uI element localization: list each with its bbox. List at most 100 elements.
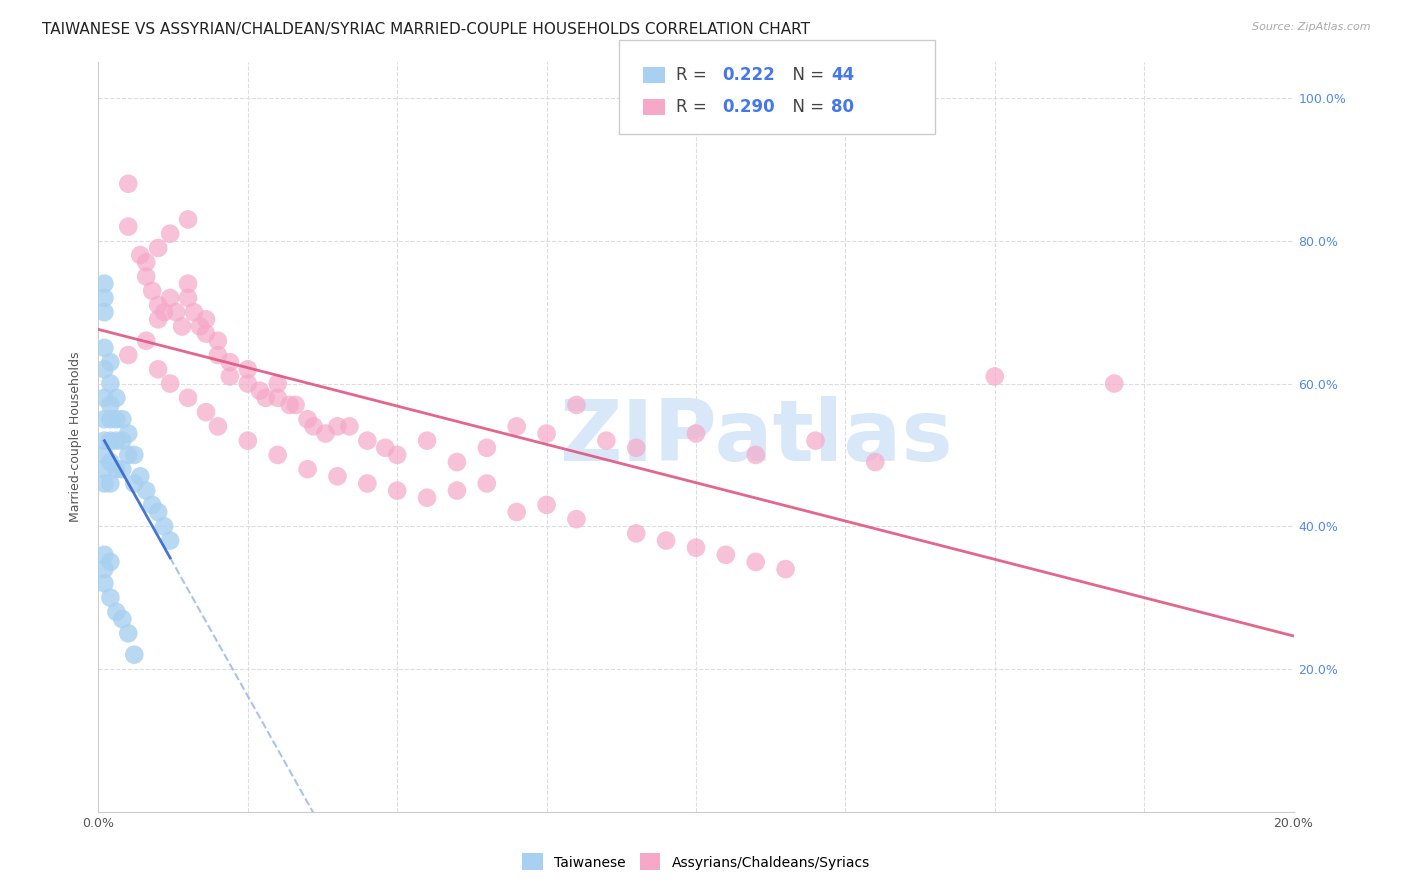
Text: TAIWANESE VS ASSYRIAN/CHALDEAN/SYRIAC MARRIED-COUPLE HOUSEHOLDS CORRELATION CHAR: TAIWANESE VS ASSYRIAN/CHALDEAN/SYRIAC MA…: [42, 22, 810, 37]
Point: [385, 448, 409, 462]
Point: [626, 441, 648, 455]
Point: [135, 269, 157, 284]
Text: R =: R =: [676, 66, 713, 84]
Point: [195, 405, 218, 419]
Point: [177, 212, 200, 227]
Point: [188, 319, 211, 334]
Point: [506, 419, 529, 434]
Point: [141, 284, 163, 298]
Point: [195, 312, 218, 326]
Point: [93, 391, 115, 405]
Point: [159, 376, 181, 391]
Point: [159, 227, 181, 241]
Point: [356, 476, 378, 491]
Point: [302, 419, 325, 434]
Point: [1104, 376, 1126, 391]
Point: [117, 448, 139, 462]
Point: [111, 462, 134, 476]
Point: [775, 562, 797, 576]
Point: [93, 291, 115, 305]
Point: [236, 434, 259, 448]
Point: [804, 434, 827, 448]
Point: [249, 384, 271, 398]
Point: [506, 505, 529, 519]
Point: [219, 369, 242, 384]
Point: [159, 533, 181, 548]
Point: [278, 398, 301, 412]
Point: [117, 348, 139, 362]
Point: [124, 648, 146, 662]
Point: [326, 419, 349, 434]
Point: [254, 391, 277, 405]
Point: [105, 605, 128, 619]
Point: [93, 462, 115, 476]
Point: [148, 241, 170, 255]
Point: [195, 326, 218, 341]
Text: 44: 44: [831, 66, 855, 84]
Point: [565, 512, 588, 526]
Point: [267, 391, 290, 405]
Point: [536, 498, 558, 512]
Point: [159, 291, 181, 305]
Point: [98, 455, 122, 469]
Point: [93, 548, 115, 562]
Point: [356, 434, 378, 448]
Point: [219, 355, 242, 369]
Point: [105, 412, 128, 426]
Point: [153, 519, 176, 533]
Point: [446, 483, 468, 498]
Point: [172, 319, 194, 334]
Point: [98, 555, 122, 569]
Point: [111, 612, 134, 626]
Point: [385, 483, 409, 498]
Point: [745, 555, 768, 569]
Point: [284, 398, 307, 412]
Point: [105, 462, 128, 476]
Point: [93, 305, 115, 319]
Text: N =: N =: [782, 66, 830, 84]
Point: [207, 419, 229, 434]
Point: [236, 362, 259, 376]
Point: [297, 412, 319, 426]
Point: [267, 448, 290, 462]
Point: [93, 562, 115, 576]
Point: [93, 277, 115, 291]
Point: [148, 362, 170, 376]
Point: [475, 476, 498, 491]
Point: [93, 362, 115, 376]
Point: [315, 426, 337, 441]
Point: [165, 305, 187, 319]
Point: [207, 348, 229, 362]
Text: 80: 80: [831, 98, 853, 116]
Text: 0.222: 0.222: [723, 66, 776, 84]
Point: [207, 334, 229, 348]
Point: [111, 412, 134, 426]
Point: [685, 426, 707, 441]
Point: [129, 469, 152, 483]
Point: [177, 291, 200, 305]
Point: [148, 312, 170, 326]
Text: 0.290: 0.290: [723, 98, 775, 116]
Point: [98, 434, 122, 448]
Point: [475, 441, 498, 455]
Point: [93, 434, 115, 448]
Point: [98, 398, 122, 412]
Point: [416, 491, 439, 505]
Point: [129, 248, 152, 262]
Point: [339, 419, 361, 434]
Point: [105, 434, 128, 448]
Point: [984, 369, 1007, 384]
Y-axis label: Married-couple Households: Married-couple Households: [69, 351, 83, 523]
Point: [714, 548, 737, 562]
Point: [153, 305, 176, 319]
Point: [148, 505, 170, 519]
Point: [183, 305, 205, 319]
Text: N =: N =: [782, 98, 830, 116]
Point: [177, 391, 200, 405]
Point: [98, 476, 122, 491]
Point: [93, 576, 115, 591]
Point: [148, 298, 170, 312]
Point: [297, 462, 319, 476]
Point: [685, 541, 707, 555]
Point: [98, 591, 122, 605]
